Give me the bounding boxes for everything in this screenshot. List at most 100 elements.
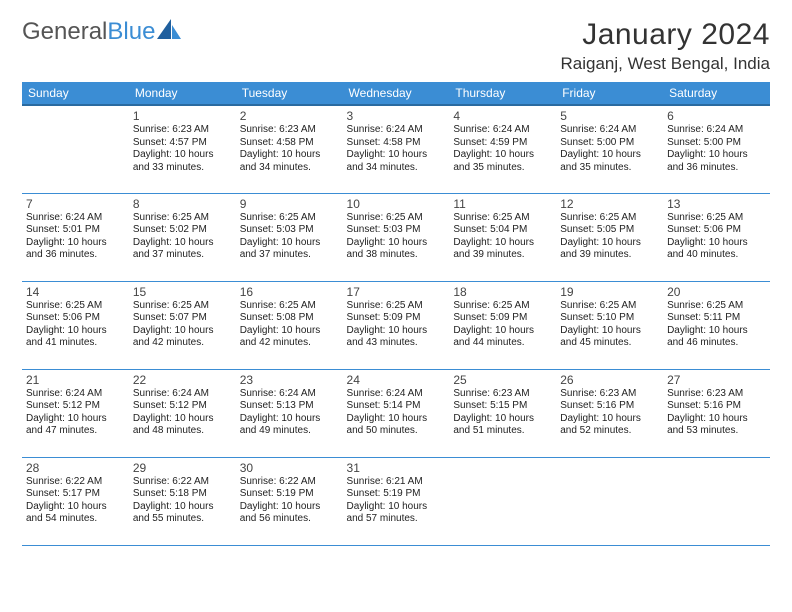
calendar-cell bbox=[663, 457, 770, 545]
calendar-cell: 9Sunrise: 6:25 AMSunset: 5:03 PMDaylight… bbox=[236, 193, 343, 281]
weekday-header: Friday bbox=[556, 82, 663, 105]
day-number: 22 bbox=[133, 373, 232, 387]
day-info: Sunrise: 6:24 AMSunset: 4:58 PMDaylight:… bbox=[347, 124, 446, 174]
day-info: Sunrise: 6:24 AMSunset: 5:14 PMDaylight:… bbox=[347, 388, 446, 438]
day-info: Sunrise: 6:25 AMSunset: 5:09 PMDaylight:… bbox=[347, 300, 446, 350]
calendar-cell: 12Sunrise: 6:25 AMSunset: 5:05 PMDayligh… bbox=[556, 193, 663, 281]
calendar-cell: 20Sunrise: 6:25 AMSunset: 5:11 PMDayligh… bbox=[663, 281, 770, 369]
logo: GeneralBlue bbox=[22, 18, 183, 46]
day-info: Sunrise: 6:25 AMSunset: 5:08 PMDaylight:… bbox=[240, 300, 339, 350]
calendar-cell: 26Sunrise: 6:23 AMSunset: 5:16 PMDayligh… bbox=[556, 369, 663, 457]
calendar-cell: 21Sunrise: 6:24 AMSunset: 5:12 PMDayligh… bbox=[22, 369, 129, 457]
day-number: 8 bbox=[133, 197, 232, 211]
calendar-cell: 24Sunrise: 6:24 AMSunset: 5:14 PMDayligh… bbox=[343, 369, 450, 457]
weekday-header: Thursday bbox=[449, 82, 556, 105]
calendar-cell: 30Sunrise: 6:22 AMSunset: 5:19 PMDayligh… bbox=[236, 457, 343, 545]
header: GeneralBlue January 2024 Raiganj, West B… bbox=[22, 18, 770, 74]
sail-icon bbox=[157, 19, 183, 46]
day-info: Sunrise: 6:25 AMSunset: 5:11 PMDaylight:… bbox=[667, 300, 766, 350]
day-number: 20 bbox=[667, 285, 766, 299]
day-info: Sunrise: 6:23 AMSunset: 5:15 PMDaylight:… bbox=[453, 388, 552, 438]
day-number: 23 bbox=[240, 373, 339, 387]
day-info: Sunrise: 6:25 AMSunset: 5:05 PMDaylight:… bbox=[560, 212, 659, 262]
day-number: 16 bbox=[240, 285, 339, 299]
calendar-cell: 3Sunrise: 6:24 AMSunset: 4:58 PMDaylight… bbox=[343, 105, 450, 193]
day-info: Sunrise: 6:24 AMSunset: 5:01 PMDaylight:… bbox=[26, 212, 125, 262]
calendar-cell: 16Sunrise: 6:25 AMSunset: 5:08 PMDayligh… bbox=[236, 281, 343, 369]
calendar-cell: 13Sunrise: 6:25 AMSunset: 5:06 PMDayligh… bbox=[663, 193, 770, 281]
day-info: Sunrise: 6:25 AMSunset: 5:06 PMDaylight:… bbox=[26, 300, 125, 350]
day-number: 29 bbox=[133, 461, 232, 475]
logo-part1: General bbox=[22, 18, 107, 45]
day-info: Sunrise: 6:22 AMSunset: 5:17 PMDaylight:… bbox=[26, 476, 125, 526]
calendar-header: SundayMondayTuesdayWednesdayThursdayFrid… bbox=[22, 82, 770, 105]
calendar-row: 14Sunrise: 6:25 AMSunset: 5:06 PMDayligh… bbox=[22, 281, 770, 369]
day-number: 19 bbox=[560, 285, 659, 299]
day-number: 5 bbox=[560, 109, 659, 123]
weekday-header: Tuesday bbox=[236, 82, 343, 105]
day-number: 30 bbox=[240, 461, 339, 475]
day-number: 21 bbox=[26, 373, 125, 387]
month-title: January 2024 bbox=[561, 18, 770, 52]
day-number: 14 bbox=[26, 285, 125, 299]
calendar-cell: 17Sunrise: 6:25 AMSunset: 5:09 PMDayligh… bbox=[343, 281, 450, 369]
day-info: Sunrise: 6:22 AMSunset: 5:19 PMDaylight:… bbox=[240, 476, 339, 526]
calendar-cell: 8Sunrise: 6:25 AMSunset: 5:02 PMDaylight… bbox=[129, 193, 236, 281]
calendar-cell: 19Sunrise: 6:25 AMSunset: 5:10 PMDayligh… bbox=[556, 281, 663, 369]
day-number: 27 bbox=[667, 373, 766, 387]
day-info: Sunrise: 6:25 AMSunset: 5:04 PMDaylight:… bbox=[453, 212, 552, 262]
calendar-cell bbox=[22, 105, 129, 193]
calendar-row: 28Sunrise: 6:22 AMSunset: 5:17 PMDayligh… bbox=[22, 457, 770, 545]
weekday-header: Saturday bbox=[663, 82, 770, 105]
calendar-cell bbox=[556, 457, 663, 545]
day-info: Sunrise: 6:24 AMSunset: 5:13 PMDaylight:… bbox=[240, 388, 339, 438]
day-info: Sunrise: 6:25 AMSunset: 5:02 PMDaylight:… bbox=[133, 212, 232, 262]
calendar-cell: 2Sunrise: 6:23 AMSunset: 4:58 PMDaylight… bbox=[236, 105, 343, 193]
day-number: 10 bbox=[347, 197, 446, 211]
calendar-cell: 10Sunrise: 6:25 AMSunset: 5:03 PMDayligh… bbox=[343, 193, 450, 281]
calendar-cell: 18Sunrise: 6:25 AMSunset: 5:09 PMDayligh… bbox=[449, 281, 556, 369]
day-info: Sunrise: 6:24 AMSunset: 5:00 PMDaylight:… bbox=[560, 124, 659, 174]
calendar-cell: 11Sunrise: 6:25 AMSunset: 5:04 PMDayligh… bbox=[449, 193, 556, 281]
day-info: Sunrise: 6:25 AMSunset: 5:10 PMDaylight:… bbox=[560, 300, 659, 350]
day-number: 17 bbox=[347, 285, 446, 299]
weekday-header: Monday bbox=[129, 82, 236, 105]
day-info: Sunrise: 6:23 AMSunset: 4:57 PMDaylight:… bbox=[133, 124, 232, 174]
calendar-cell: 31Sunrise: 6:21 AMSunset: 5:19 PMDayligh… bbox=[343, 457, 450, 545]
calendar-body: 1Sunrise: 6:23 AMSunset: 4:57 PMDaylight… bbox=[22, 105, 770, 545]
day-number: 12 bbox=[560, 197, 659, 211]
day-number: 7 bbox=[26, 197, 125, 211]
day-info: Sunrise: 6:25 AMSunset: 5:09 PMDaylight:… bbox=[453, 300, 552, 350]
day-number: 25 bbox=[453, 373, 552, 387]
calendar-cell: 7Sunrise: 6:24 AMSunset: 5:01 PMDaylight… bbox=[22, 193, 129, 281]
calendar-cell: 4Sunrise: 6:24 AMSunset: 4:59 PMDaylight… bbox=[449, 105, 556, 193]
day-info: Sunrise: 6:25 AMSunset: 5:06 PMDaylight:… bbox=[667, 212, 766, 262]
day-number: 26 bbox=[560, 373, 659, 387]
day-number: 18 bbox=[453, 285, 552, 299]
logo-text: GeneralBlue bbox=[22, 18, 155, 46]
day-number: 4 bbox=[453, 109, 552, 123]
day-number: 6 bbox=[667, 109, 766, 123]
location: Raiganj, West Bengal, India bbox=[561, 54, 770, 74]
calendar-cell: 6Sunrise: 6:24 AMSunset: 5:00 PMDaylight… bbox=[663, 105, 770, 193]
calendar-cell: 25Sunrise: 6:23 AMSunset: 5:15 PMDayligh… bbox=[449, 369, 556, 457]
calendar-cell: 14Sunrise: 6:25 AMSunset: 5:06 PMDayligh… bbox=[22, 281, 129, 369]
day-info: Sunrise: 6:24 AMSunset: 4:59 PMDaylight:… bbox=[453, 124, 552, 174]
calendar-cell: 5Sunrise: 6:24 AMSunset: 5:00 PMDaylight… bbox=[556, 105, 663, 193]
day-number: 1 bbox=[133, 109, 232, 123]
day-info: Sunrise: 6:24 AMSunset: 5:12 PMDaylight:… bbox=[133, 388, 232, 438]
day-number: 24 bbox=[347, 373, 446, 387]
calendar-row: 1Sunrise: 6:23 AMSunset: 4:57 PMDaylight… bbox=[22, 105, 770, 193]
day-number: 11 bbox=[453, 197, 552, 211]
calendar-row: 7Sunrise: 6:24 AMSunset: 5:01 PMDaylight… bbox=[22, 193, 770, 281]
title-block: January 2024 Raiganj, West Bengal, India bbox=[561, 18, 770, 74]
day-info: Sunrise: 6:21 AMSunset: 5:19 PMDaylight:… bbox=[347, 476, 446, 526]
calendar-table: SundayMondayTuesdayWednesdayThursdayFrid… bbox=[22, 82, 770, 546]
day-number: 9 bbox=[240, 197, 339, 211]
calendar-cell: 1Sunrise: 6:23 AMSunset: 4:57 PMDaylight… bbox=[129, 105, 236, 193]
calendar-cell: 27Sunrise: 6:23 AMSunset: 5:16 PMDayligh… bbox=[663, 369, 770, 457]
day-number: 31 bbox=[347, 461, 446, 475]
day-info: Sunrise: 6:24 AMSunset: 5:00 PMDaylight:… bbox=[667, 124, 766, 174]
day-number: 15 bbox=[133, 285, 232, 299]
day-info: Sunrise: 6:25 AMSunset: 5:03 PMDaylight:… bbox=[347, 212, 446, 262]
